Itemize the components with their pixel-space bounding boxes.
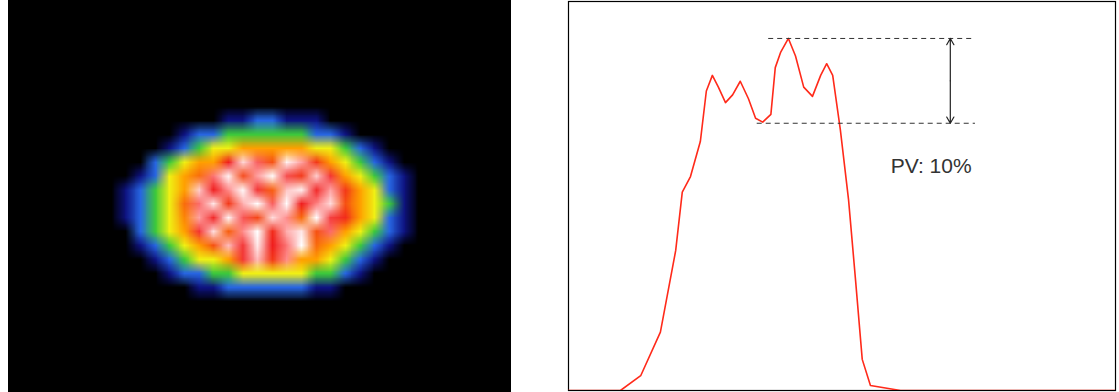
- svg-text:PV: 10%: PV: 10%: [891, 154, 972, 177]
